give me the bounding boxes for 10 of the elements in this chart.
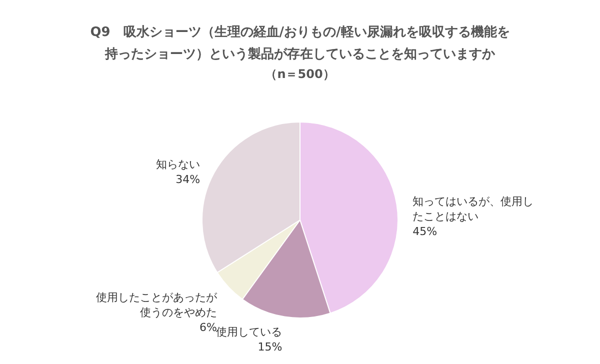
data-label: 45% (412, 225, 438, 238)
data-label: 6% (199, 321, 217, 334)
slice-label: 使用している (216, 326, 282, 339)
chart-title: Q9 吸水ショーツ（生理の経血/おりもの/軽い尿漏れを吸収する機能を持ったショーツ）という製品が存在していることを知っていますか (90, 24, 510, 62)
data-label: 15% (258, 340, 282, 354)
data-label: 34% (176, 173, 200, 186)
slice-label: 知ってはいるが、使用したことはない (412, 195, 534, 224)
slice-label: 知らない (156, 158, 200, 172)
slice-label: 使用したことがあったが使うのをやめた (96, 291, 218, 320)
chart-subtitle: （n＝500） (265, 67, 335, 81)
